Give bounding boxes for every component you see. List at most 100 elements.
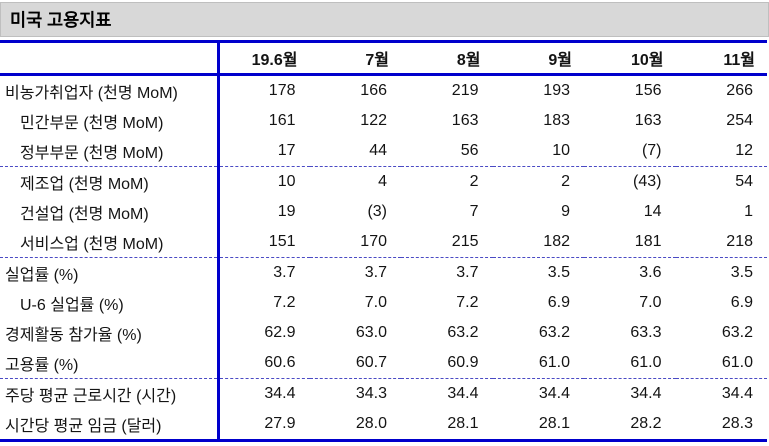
cell-value: 151: [218, 227, 310, 258]
cell-value: 122: [360, 112, 387, 129]
cell-value: (43): [633, 173, 662, 190]
cell-value: 34.4: [447, 385, 479, 402]
cell-value: 266: [726, 82, 753, 99]
cell-value: 12: [675, 136, 767, 167]
cell-value: 44: [309, 136, 401, 167]
row-label: 서비스업 (천명 MoM): [0, 227, 220, 258]
title-bar: 미국 고용지표: [0, 2, 769, 37]
cell-value: 63.2: [447, 324, 479, 341]
column-header: 10월: [584, 41, 676, 76]
page-title: 미국 고용지표: [10, 10, 112, 30]
cell-value: 61.0: [584, 348, 676, 379]
cell-value: 3.6: [639, 264, 662, 281]
cell-value: 17: [218, 136, 310, 167]
table-row: U-6 실업률 (%) 7.2 7.0 7.2 6.9 7.0 6.9: [0, 288, 767, 318]
column-header: 8월: [401, 41, 493, 76]
cell-value: 61.0: [492, 348, 584, 379]
header-corner-cell: [0, 41, 220, 76]
cell-value: 3.7: [364, 264, 387, 281]
cell-value: 156: [634, 82, 662, 99]
column-header: 11월: [675, 41, 767, 76]
cell-value: 60.7: [309, 348, 401, 379]
cell-value: 28.1: [538, 415, 570, 432]
cell-value: 28.0: [355, 415, 387, 432]
cell-value: 7.0: [639, 294, 662, 311]
cell-value: 3.7: [456, 264, 479, 281]
cell-value: 163: [634, 112, 662, 129]
cell-value: 215: [401, 227, 493, 258]
cell-value: 28.1: [447, 415, 479, 432]
cell-value: 62.9: [264, 324, 296, 341]
cell-value: 6.9: [730, 294, 753, 311]
table-row: 민간부문 (천명 MoM) 161 122 163 183 163 254: [0, 106, 767, 136]
table-row: 주당 평균 근로시간 (시간) 34.4 34.3 34.4 34.4 34.4 34.4: [0, 378, 767, 409]
cell-value: 54: [735, 173, 753, 190]
cell-value: 63.2: [721, 324, 753, 341]
employment-indicators-table: 19.6월 7월 8월 9월 10월 11월 비농가취업자 (천명 MoM) 17…: [0, 40, 767, 442]
cell-value: 218: [675, 227, 767, 258]
cell-value: 60.9: [401, 348, 493, 379]
row-label: 민간부문 (천명 MoM): [0, 106, 220, 136]
cell-value: 7.2: [273, 294, 296, 311]
table-row: 실업률 (%) 3.7 3.7 3.7 3.5 3.6 3.5: [0, 257, 767, 288]
cell-value: 28.2: [630, 415, 662, 432]
cell-value: 10: [492, 136, 584, 167]
cell-value: 28.3: [721, 415, 753, 432]
table-row: 제조업 (천명 MoM) 10 4 2 2 (43) 54: [0, 166, 767, 197]
cell-value: 19: [277, 203, 296, 220]
cell-value: 56: [401, 136, 493, 167]
row-label: 정부부문 (천명 MoM): [0, 136, 220, 167]
cell-value: 27.9: [264, 415, 296, 432]
cell-value: 61.0: [675, 348, 767, 379]
row-label: U-6 실업률 (%): [0, 288, 220, 318]
table-row: 서비스업 (천명 MoM) 151 170 215 182 181 218: [0, 227, 767, 258]
cell-value: 181: [584, 227, 676, 258]
row-label: 주당 평균 근로시간 (시간): [0, 378, 220, 409]
row-label: 제조업 (천명 MoM): [0, 166, 220, 197]
cell-value: 60.6: [218, 348, 310, 379]
table-row: 시간당 평균 임금 (달러) 27.9 28.0 28.1 28.1 28.2 28.3: [0, 409, 767, 441]
cell-value: 7.0: [364, 294, 387, 311]
cell-value: 254: [726, 112, 753, 129]
cell-value: 219: [451, 82, 479, 99]
cell-value: 7.2: [456, 294, 479, 311]
cell-value: 166: [360, 82, 387, 99]
cell-value: 1: [744, 203, 753, 220]
cell-value: 6.9: [547, 294, 570, 311]
table-body: 비농가취업자 (천명 MoM) 178 166 219 193 156 266 민간부문 (천…: [0, 74, 767, 441]
cell-value: 183: [543, 112, 570, 129]
cell-value: 3.7: [273, 264, 296, 281]
cell-value: 161: [268, 112, 296, 129]
column-header: 9월: [492, 41, 584, 76]
row-label: 고용률 (%): [0, 348, 220, 379]
cell-value: 2: [469, 173, 479, 190]
cell-value: 4: [378, 173, 387, 190]
row-label: 비농가취업자 (천명 MoM): [0, 74, 220, 106]
table-row: 건설업 (천명 MoM) 19 (3) 7 9 14 1: [0, 197, 767, 227]
column-header: 7월: [309, 41, 401, 76]
cell-value: 10: [277, 173, 296, 190]
cell-value: 34.4: [630, 385, 662, 402]
cell-value: 34.4: [721, 385, 753, 402]
header-row: 19.6월 7월 8월 9월 10월 11월: [0, 41, 767, 76]
cell-value: 63.2: [538, 324, 570, 341]
cell-value: 34.3: [355, 385, 387, 402]
cell-value: 3.5: [547, 264, 570, 281]
row-label: 시간당 평균 임금 (달러): [0, 409, 220, 441]
row-label: 건설업 (천명 MoM): [0, 197, 220, 227]
cell-value: (7): [584, 136, 676, 167]
cell-value: 163: [451, 112, 479, 129]
cell-value: 2: [561, 173, 570, 190]
cell-value: 63.0: [355, 324, 387, 341]
table-row: 정부부문 (천명 MoM) 17 44 56 10 (7) 12: [0, 136, 767, 167]
table-row: 고용률 (%) 60.6 60.7 60.9 61.0 61.0 61.0: [0, 348, 767, 379]
cell-value: 170: [309, 227, 401, 258]
row-label: 경제활동 참가율 (%): [0, 318, 220, 348]
cell-value: 14: [643, 203, 662, 220]
cell-value: 63.3: [630, 324, 662, 341]
cell-value: 182: [492, 227, 584, 258]
cell-value: 9: [561, 203, 570, 220]
table-row: 경제활동 참가율 (%) 62.9 63.0 63.2 63.2 63.3 63.2: [0, 318, 767, 348]
cell-value: 7: [469, 203, 479, 220]
cell-value: (3): [367, 203, 387, 220]
